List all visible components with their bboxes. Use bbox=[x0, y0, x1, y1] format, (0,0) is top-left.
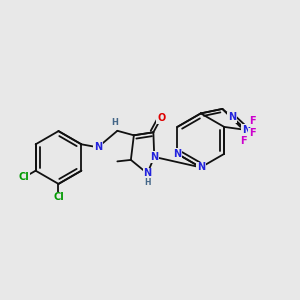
Text: F: F bbox=[240, 136, 247, 146]
Text: O: O bbox=[157, 113, 165, 123]
Text: N: N bbox=[94, 142, 102, 152]
Text: N: N bbox=[242, 125, 250, 135]
Text: N: N bbox=[228, 112, 236, 122]
Text: F: F bbox=[249, 128, 256, 139]
Text: H: H bbox=[111, 118, 118, 127]
Text: Cl: Cl bbox=[53, 192, 64, 203]
Text: H: H bbox=[145, 178, 151, 187]
Text: F: F bbox=[249, 116, 256, 127]
Text: N: N bbox=[150, 152, 158, 162]
Text: N: N bbox=[143, 168, 152, 178]
Text: Cl: Cl bbox=[19, 172, 29, 182]
Text: N: N bbox=[173, 149, 181, 159]
Text: N: N bbox=[197, 162, 205, 172]
